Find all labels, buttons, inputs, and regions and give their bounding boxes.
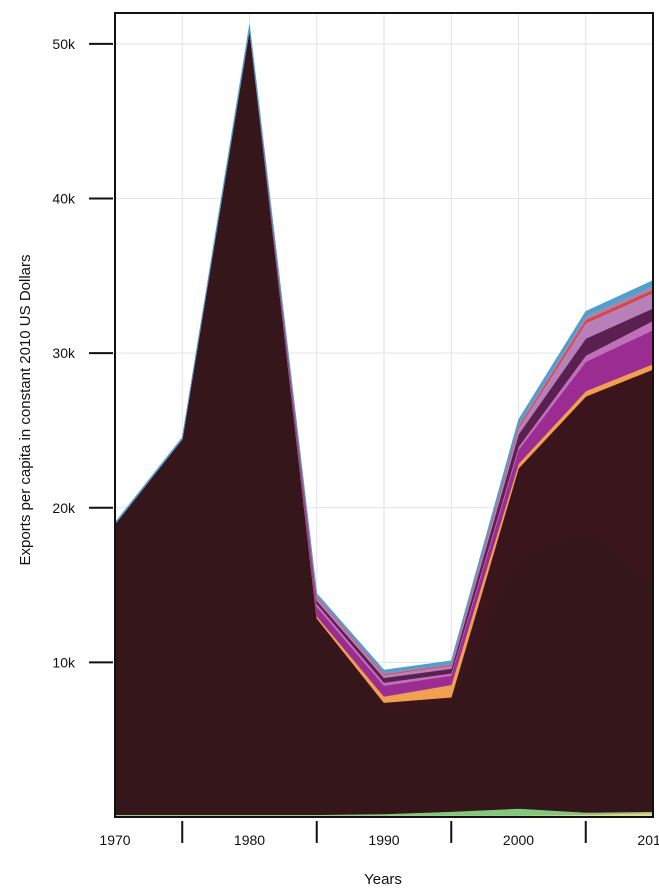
y-axis-ticks: 10k 20k 30k 40k 50k xyxy=(52,36,113,670)
y-tick-label: 20k xyxy=(52,500,76,516)
y-tick-label: 30k xyxy=(52,345,76,361)
x-tick-label: 2000 xyxy=(503,832,534,848)
plot-frame xyxy=(114,12,654,818)
x-tick-label: 1990 xyxy=(368,832,399,848)
x-axis-title: Years xyxy=(364,871,402,888)
y-tick-label: 40k xyxy=(52,191,76,207)
x-tick-label: 2010 xyxy=(637,832,659,848)
y-tick-label: 10k xyxy=(52,654,76,670)
y-axis-title: Exports per capita in constant 2010 US D… xyxy=(17,255,34,566)
x-tick-label: 1980 xyxy=(234,832,265,848)
x-axis-ticks: 1970 1980 1990 2000 2010 xyxy=(99,821,659,848)
x-tick-label: 1970 xyxy=(99,832,130,848)
y-tick-label: 50k xyxy=(52,36,76,52)
